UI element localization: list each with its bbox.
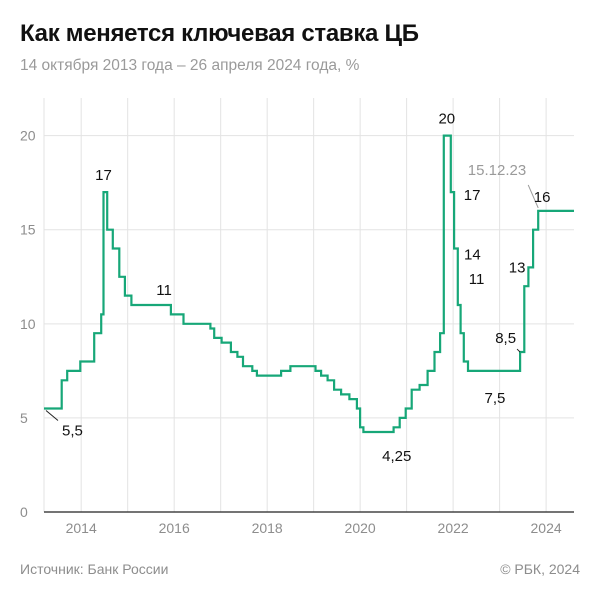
y-tick-label: 20: [20, 128, 36, 144]
x-tick-label: 2014: [66, 520, 97, 536]
annotation-label: 11: [469, 271, 485, 288]
x-tick-label: 2024: [531, 520, 562, 536]
annotation-label: 16: [534, 189, 551, 206]
annotation-leader: [516, 348, 521, 353]
annotation-label: 11: [156, 282, 172, 299]
annotation-label: 8,5: [495, 330, 516, 347]
annotation-label: 14: [464, 247, 481, 264]
annotation-label: 13: [509, 259, 526, 276]
annotation-leader: [527, 184, 539, 209]
y-tick-label: 15: [20, 222, 36, 238]
x-tick-label: 2022: [438, 520, 469, 536]
x-tick-label: 2016: [159, 520, 190, 536]
annotation-label: 20: [438, 111, 455, 128]
copyright-note: © РБК, 2024: [500, 561, 580, 577]
annotation-label: 5,5: [62, 423, 83, 440]
annotation-label: 17: [464, 187, 481, 204]
annotation-leader: [45, 410, 59, 421]
y-tick-label: 10: [20, 316, 36, 332]
y-tick-label: 5: [20, 410, 28, 426]
x-tick-label: 2018: [252, 520, 283, 536]
x-tick-label: 2020: [345, 520, 376, 536]
chart-subtitle: 14 октября 2013 года – 26 апреля 2024 го…: [20, 57, 360, 74]
annotation-label: 15.12.23: [468, 162, 526, 179]
annotation-label: 4,25: [382, 448, 411, 465]
source-note: Источник: Банк России: [20, 561, 169, 577]
key-rate-line: [44, 134, 574, 434]
annotation-label: 7,5: [485, 390, 506, 407]
annotation-label: 17: [95, 167, 112, 184]
y-tick-label: 0: [20, 504, 28, 520]
chart-title: Как меняется ключевая ставка ЦБ: [20, 20, 419, 47]
